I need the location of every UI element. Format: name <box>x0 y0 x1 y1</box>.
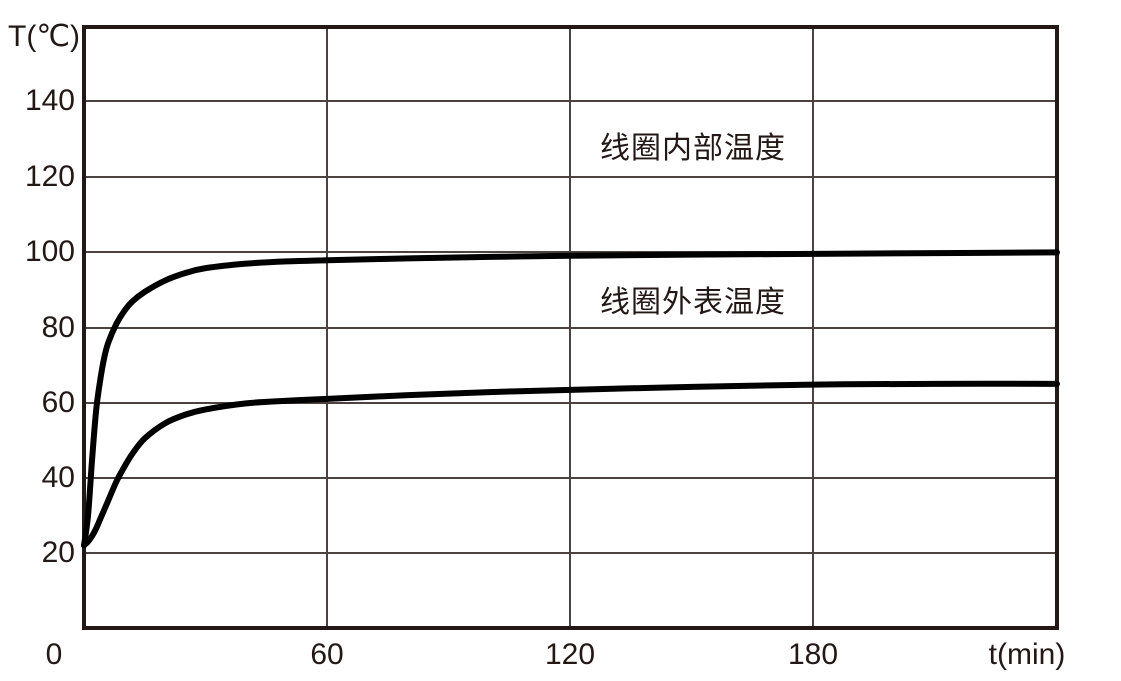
y-tick-label-120: 120 <box>24 160 75 193</box>
y-tick-label-60: 60 <box>41 386 75 419</box>
curve-inner-temperature <box>81 249 1060 549</box>
plot-border <box>82 25 1059 630</box>
vertical-gridlines <box>326 27 814 628</box>
annotation-surface-temperature: 线圈外表温度 <box>600 285 786 320</box>
x-tick-label-60: 60 <box>310 638 344 671</box>
x-tick-label-180: 180 <box>787 638 839 671</box>
curve-surface-temperature <box>81 380 1060 549</box>
y-axis-title: T(℃) <box>8 20 80 53</box>
y-tick-label-20: 20 <box>41 536 75 569</box>
x-axis-title: t(min) <box>988 638 1066 671</box>
y-tick-label-100: 100 <box>24 235 75 268</box>
y-tick-label-140: 140 <box>24 84 75 117</box>
y-tick-label-80: 80 <box>41 311 75 344</box>
y-tick-label-40: 40 <box>41 461 75 494</box>
x-tick-label-0: 0 <box>45 638 63 671</box>
x-tick-label-120: 120 <box>544 638 596 671</box>
annotation-inner-temperature: 线圈内部温度 <box>600 131 786 166</box>
data-series-group <box>81 249 1060 549</box>
